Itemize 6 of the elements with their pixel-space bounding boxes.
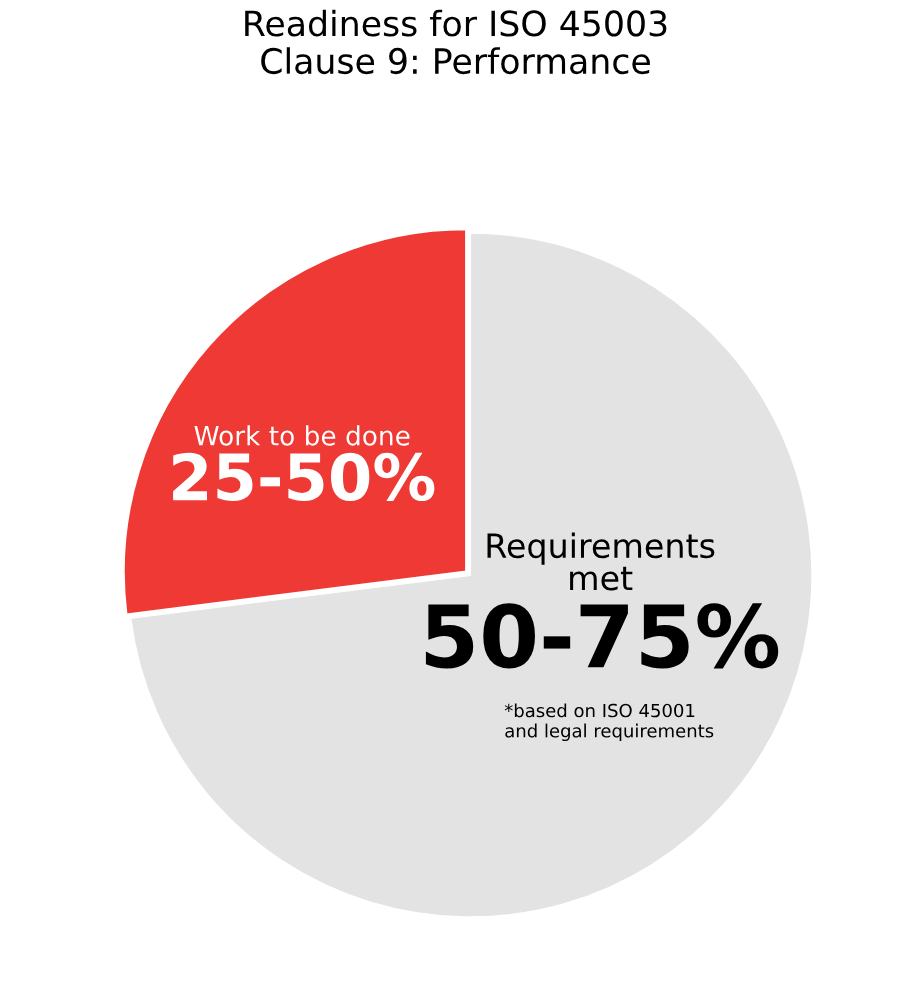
slice-label: Work to be done [194, 425, 410, 446]
text: *based on ISO 45001 and legal requirements [504, 703, 714, 742]
text: 50-75% [425, 603, 779, 669]
text: 25-50% [173, 452, 435, 502]
chart-title: Readiness for ISO 45003 Clause 9: Performance [245, 9, 667, 75]
slice-label: Requirements met [487, 532, 715, 591]
